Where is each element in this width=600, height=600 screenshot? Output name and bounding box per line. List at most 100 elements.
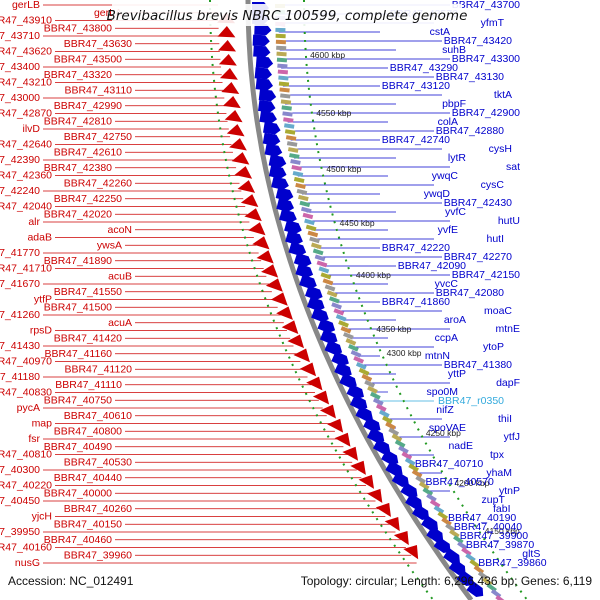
position-label: 4600 kbp <box>310 50 345 60</box>
forward-gene-marker <box>295 263 314 278</box>
forward-gene-marker <box>324 340 343 356</box>
gene-label-left: BBR47_42360 <box>0 170 52 182</box>
reverse-gene-marker <box>222 96 241 109</box>
forward-gene-marker <box>339 372 357 389</box>
position-label: 4450 kbp <box>340 218 375 228</box>
functional-category-mark <box>338 320 349 328</box>
functional-category-mark <box>326 290 338 298</box>
gene-label-left: BBR47_43000 <box>0 92 40 104</box>
genome-summary-text: Topology: circular; Length: 6,296,436 bp… <box>300 574 592 588</box>
gene-label-left: BBR47_40830 <box>0 387 52 399</box>
functional-category-mark <box>398 445 409 454</box>
gene-label-left: BBR47_41160 <box>44 348 112 360</box>
position-label: 4300 kbp <box>387 348 422 358</box>
functional-category-mark <box>307 230 319 238</box>
forward-gene-marker <box>258 100 276 113</box>
functional-category-mark <box>328 296 340 304</box>
reverse-gene-marker <box>261 264 279 278</box>
position-label: 4400 kbp <box>356 270 391 280</box>
gene-label-left: BBR47_42610 <box>54 146 122 158</box>
functional-category-mark <box>293 176 305 183</box>
reverse-gene-marker <box>293 348 310 363</box>
gene-label-left: BBR47_43710 <box>0 30 40 42</box>
gene-label-right: lytR <box>448 152 467 164</box>
reverse-gene-marker <box>334 432 351 447</box>
gene-label-right: BBR47_42270 <box>444 251 512 263</box>
functional-category-mark <box>287 147 299 153</box>
functional-category-mark <box>331 302 342 310</box>
gene-label-left: alr <box>28 216 40 228</box>
genome-ring-tracks <box>209 0 529 600</box>
gene-label-right: BBR47_43420 <box>444 35 512 47</box>
gene-label-left: BBR47_43620 <box>0 46 52 58</box>
gene-label-right: gltS <box>522 548 540 560</box>
reverse-gene-marker <box>231 152 250 165</box>
gene-label-right: zupT <box>482 494 506 506</box>
functional-category-mark <box>369 391 381 400</box>
gene-label-right: BBR47_42090 <box>398 260 466 272</box>
gene-label-left: BBR47_42380 <box>44 162 112 174</box>
gene-label-left: BBR47_41180 <box>0 371 40 383</box>
functional-category-mark <box>358 367 370 376</box>
gene-label-left: BBR47_40610 <box>64 410 132 422</box>
gene-label-left: ilvD <box>23 123 41 135</box>
gene-label-left: BBR47_42990 <box>54 100 122 112</box>
title-background <box>112 4 462 26</box>
gene-label-left: BBR47_41670 <box>0 278 40 290</box>
gene-label-right: ywqC <box>432 170 459 182</box>
functional-category-mark <box>473 565 485 575</box>
reverse-gene-marker <box>234 166 253 179</box>
reverse-gene-marker <box>218 54 237 66</box>
functional-category-mark <box>422 487 434 497</box>
functional-category-mark <box>320 272 332 280</box>
gene-label-right: BBR47_42220 <box>382 242 450 254</box>
functional-category-mark <box>324 284 336 292</box>
gene-label-right: ytfJ <box>504 431 520 443</box>
reverse-gene-marker <box>221 82 240 94</box>
gene-label-right: BBR47_43700 <box>452 0 520 11</box>
functional-category-mark <box>283 123 295 129</box>
gene-label-left: BBR47_40800 <box>54 425 122 437</box>
gene-label-right: BBR47_42880 <box>436 125 504 137</box>
reverse-gene-marker <box>237 180 256 193</box>
forward-gene-marker <box>254 23 272 36</box>
gene-label-right: mtnE <box>495 323 520 335</box>
reverse-gene-marker <box>384 516 400 532</box>
functional-category-mark <box>275 33 286 39</box>
forward-gene-marker <box>349 394 368 411</box>
functional-category-mark <box>372 397 384 406</box>
functional-category-mark <box>318 266 330 274</box>
reverse-gene-marker <box>358 474 375 489</box>
functional-category-mark <box>418 481 430 491</box>
forward-gene-marker <box>258 89 277 102</box>
gene-label-right: BBR47_41860 <box>382 296 450 308</box>
functional-category-mark <box>391 433 403 442</box>
forward-gene-marker <box>466 581 484 598</box>
forward-gene-marker <box>262 132 281 146</box>
forward-gene-marker <box>456 570 474 587</box>
gene-label-left: gerLB <box>12 0 40 11</box>
gene-label-left: yjcH <box>32 511 52 523</box>
gene-label-left: BBR47_42020 <box>44 208 112 220</box>
gene-label-right: moaC <box>484 305 512 317</box>
functional-category-mark <box>278 81 290 87</box>
gene-label-right: mtnN <box>425 350 450 362</box>
functional-category-mark <box>309 236 320 244</box>
forward-gene-marker <box>268 154 287 168</box>
functional-category-mark <box>281 105 292 111</box>
gene-label-right: BBR47_40040 <box>454 521 522 533</box>
gene-label-right: BBR47_r0350 <box>438 395 504 407</box>
functional-category-mark <box>375 403 387 412</box>
gene-label-right: thiI <box>498 413 512 425</box>
gene-label-right: BBR47_42080 <box>436 287 504 299</box>
forward-gene-marker <box>346 383 365 400</box>
gene-label-right: spo0M <box>426 386 458 398</box>
gene-label-right: fabI <box>493 503 511 515</box>
reverse-gene-marker <box>229 138 247 151</box>
reverse-gene-marker <box>312 390 330 405</box>
forward-gene-marker <box>299 274 317 289</box>
functional-category-mark <box>382 415 393 424</box>
functional-category-mark <box>340 326 352 334</box>
gene-label-right: BBR47_40190 <box>448 512 516 524</box>
reverse-gene-marker <box>265 278 283 292</box>
